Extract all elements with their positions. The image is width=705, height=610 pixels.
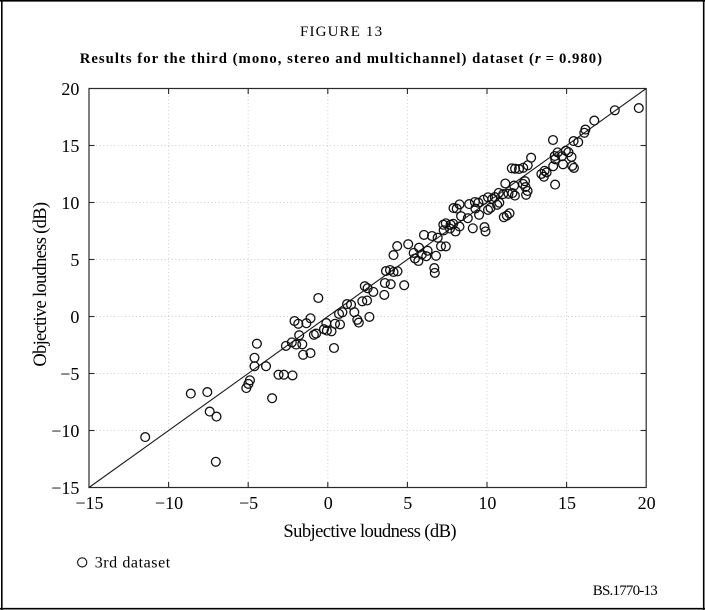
svg-text:Objective loudness (dB): Objective loudness (dB) [30,202,51,366]
svg-text:−10: −10 [51,421,79,441]
svg-text:Subjective loudness (dB): Subjective loudness (dB) [283,521,456,542]
svg-text:5: 5 [403,493,412,513]
svg-text:−15: −15 [75,493,103,513]
svg-text:−15: −15 [51,478,79,498]
svg-text:20: 20 [61,79,79,99]
svg-text:−10: −10 [155,493,183,513]
svg-text:−5: −5 [60,364,79,384]
svg-text:−5: −5 [239,493,258,513]
svg-text:5: 5 [70,250,79,270]
svg-text:FIGURE 13: FIGURE 13 [300,24,383,40]
svg-text:15: 15 [558,493,576,513]
svg-text:BS.1770-13: BS.1770-13 [593,583,657,599]
svg-text:10: 10 [478,493,496,513]
svg-text:10: 10 [61,193,79,213]
svg-text:0: 0 [324,493,333,513]
svg-text:Results for the third (mono, s: Results for the third (mono, stereo and … [80,51,603,67]
svg-text:15: 15 [61,136,79,156]
svg-text:20: 20 [638,493,656,513]
svg-text:3rd dataset: 3rd dataset [95,555,171,572]
svg-text:0: 0 [70,307,79,327]
